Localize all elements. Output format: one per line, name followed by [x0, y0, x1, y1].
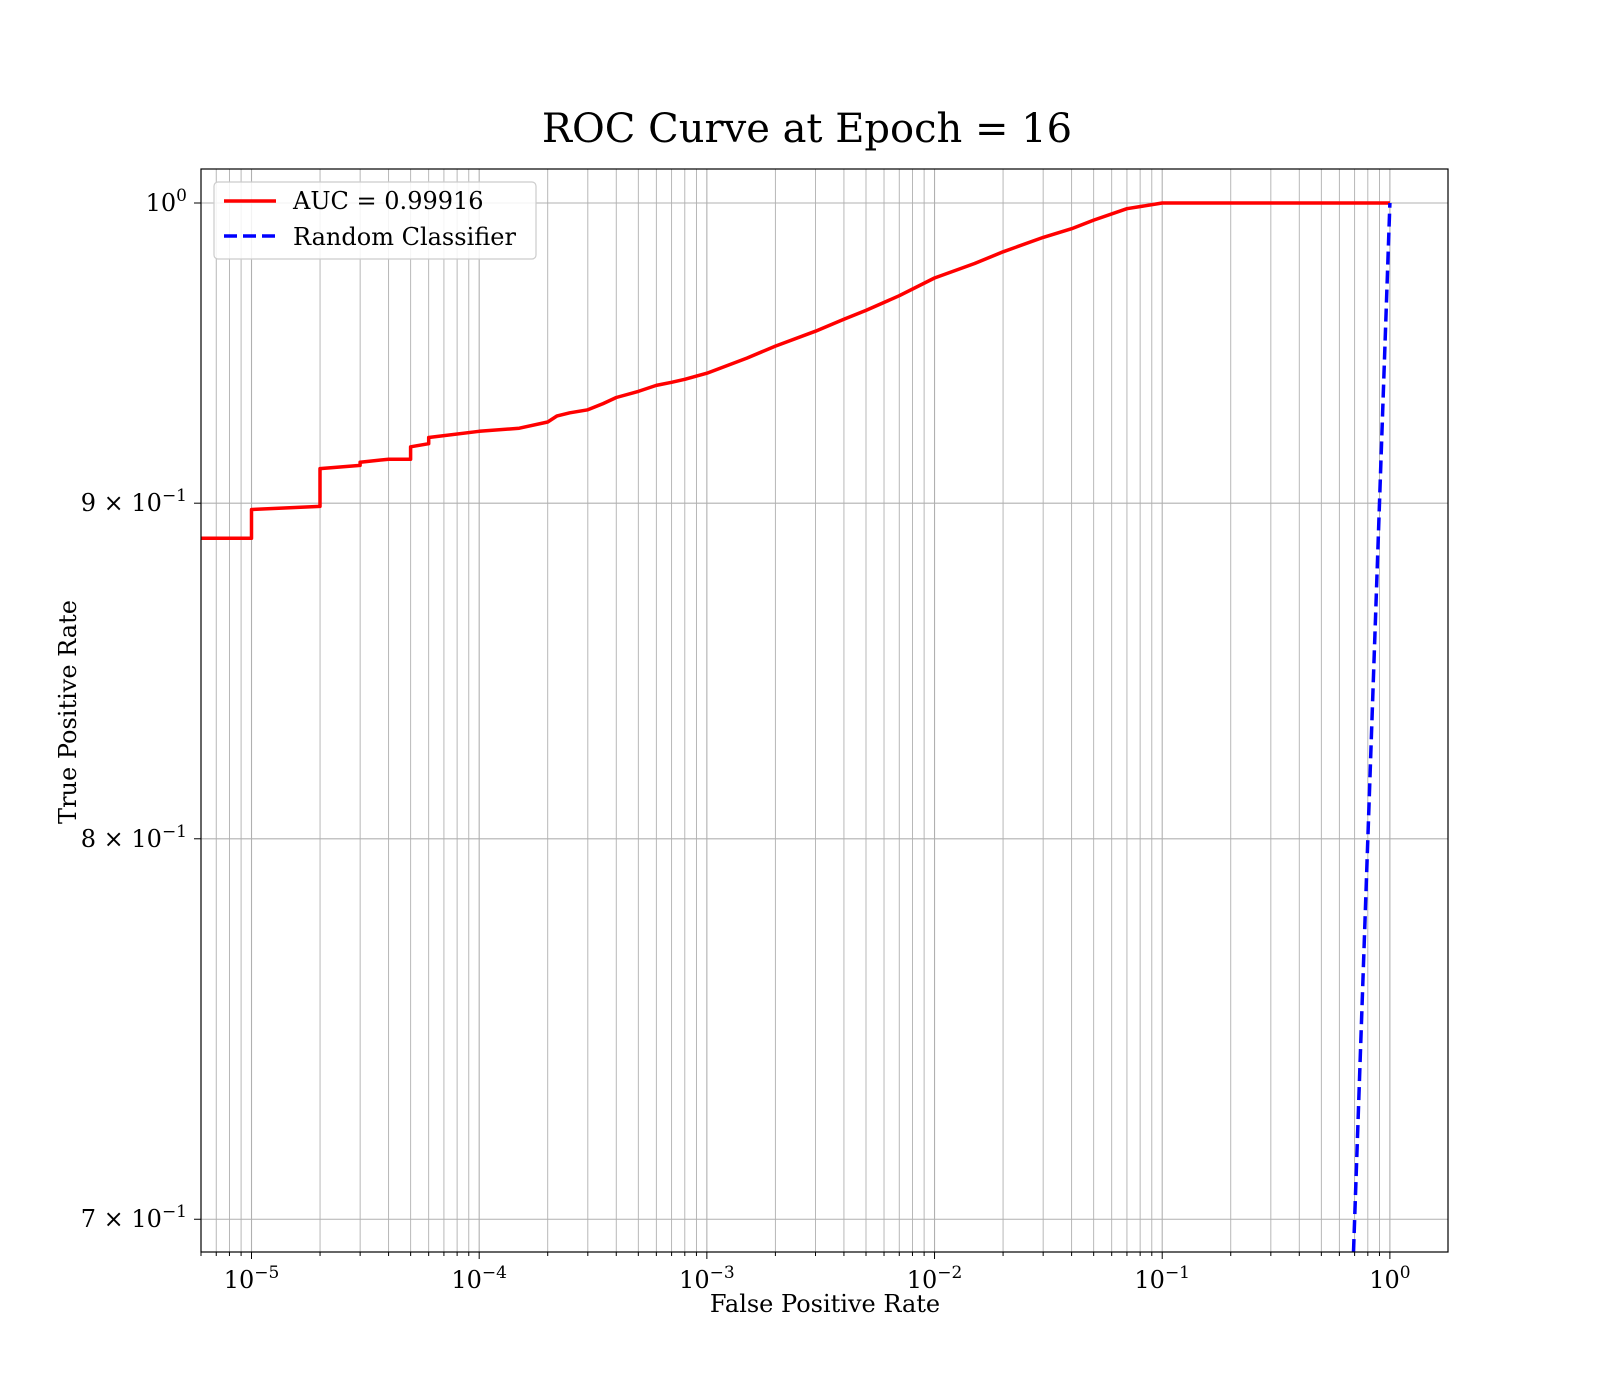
grid — [200, 169, 1448, 1252]
x-tick-exponent: −4 — [482, 1263, 507, 1283]
x-tick-label: 10−1 — [1134, 1263, 1190, 1294]
x-tick-base: 10 — [907, 1266, 938, 1294]
x-tick-label: 100 — [1369, 1263, 1410, 1294]
y-tick-label: 8 × 10−1 — [81, 822, 187, 853]
x-tick-exponent: −1 — [1165, 1263, 1190, 1283]
y-tick-base: 10 — [146, 189, 177, 217]
chart-title: ROC Curve at Epoch = 16 — [542, 106, 1072, 152]
x-tick-label: 10−4 — [451, 1263, 507, 1294]
x-tick-exponent: −2 — [937, 1263, 962, 1283]
x-tick-base: 10 — [224, 1266, 255, 1294]
y-tick-base: 9 × 10 — [81, 489, 162, 517]
x-tick-label: 10−5 — [224, 1263, 280, 1294]
y-axis-label: True Positive Rate — [54, 600, 82, 824]
x-tick-base: 10 — [451, 1266, 482, 1294]
legend: AUC = 0.99916 Random Classifier — [213, 181, 537, 260]
x-tick-exponent: −3 — [710, 1263, 735, 1283]
legend-entry-random-classifier: Random Classifier — [293, 223, 516, 251]
y-tick-exponent: −1 — [162, 1202, 187, 1222]
x-tick-exponent: 0 — [1400, 1263, 1411, 1283]
plot-area-frame — [200, 168, 1449, 1253]
y-tick-base: 8 × 10 — [81, 825, 162, 853]
x-axis-label: False Positive Rate — [710, 1290, 940, 1318]
y-tick-exponent: −1 — [162, 486, 187, 506]
x-tick-base: 10 — [1134, 1266, 1165, 1294]
x-tick-exponent: −5 — [254, 1263, 279, 1283]
y-tick-label: 100 — [146, 186, 187, 217]
legend-box — [213, 181, 537, 260]
x-tick-base: 10 — [679, 1266, 710, 1294]
y-tick-exponent: 0 — [176, 186, 187, 206]
random-classifier-line — [1351, 202, 1392, 1252]
y-tick-label: 7 × 10−1 — [81, 1202, 187, 1233]
y-tick-base: 7 × 10 — [81, 1205, 162, 1233]
x-tick-base: 10 — [1369, 1266, 1400, 1294]
x-tick-label: 10−3 — [679, 1263, 735, 1294]
y-tick-label: 9 × 10−1 — [81, 486, 187, 517]
x-axis-ticks: 10−5 10−4 10−3 10−2 10−1 100 — [200, 1252, 1411, 1294]
y-tick-exponent: −1 — [162, 822, 187, 842]
legend-entry-auc: AUC = 0.99916 — [292, 187, 484, 215]
roc-curve-line — [201, 201, 1390, 540]
series-layer — [201, 201, 1392, 1252]
x-tick-label: 10−2 — [907, 1263, 963, 1294]
